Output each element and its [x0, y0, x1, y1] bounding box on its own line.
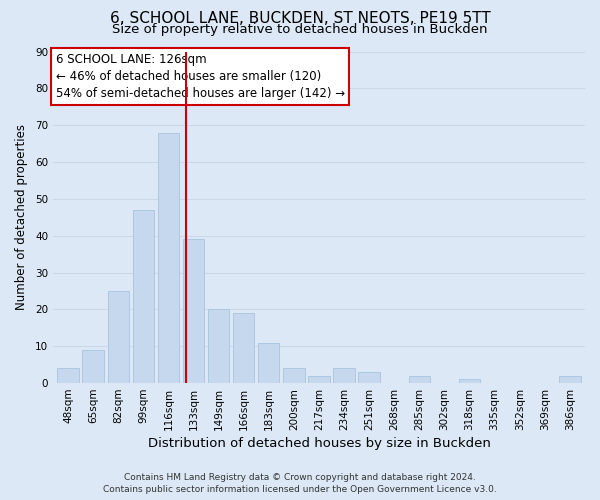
Bar [233, 313, 254, 383]
Text: Contains HM Land Registry data © Crown copyright and database right 2024.
Contai: Contains HM Land Registry data © Crown c… [103, 472, 497, 494]
Bar [107, 291, 129, 383]
Text: 6, SCHOOL LANE, BUCKDEN, ST NEOTS, PE19 5TT: 6, SCHOOL LANE, BUCKDEN, ST NEOTS, PE19 … [110, 11, 490, 26]
Bar [158, 132, 179, 383]
X-axis label: Distribution of detached houses by size in Buckden: Distribution of detached houses by size … [148, 437, 490, 450]
Bar [183, 240, 204, 383]
Bar [208, 310, 229, 383]
Bar [308, 376, 329, 383]
Text: 6 SCHOOL LANE: 126sqm
← 46% of detached houses are smaller (120)
54% of semi-det: 6 SCHOOL LANE: 126sqm ← 46% of detached … [56, 53, 345, 100]
Bar [133, 210, 154, 383]
Bar [409, 376, 430, 383]
Bar [258, 342, 280, 383]
Bar [358, 372, 380, 383]
Bar [82, 350, 104, 383]
Bar [58, 368, 79, 383]
Y-axis label: Number of detached properties: Number of detached properties [15, 124, 28, 310]
Bar [334, 368, 355, 383]
Bar [283, 368, 305, 383]
Bar [459, 380, 480, 383]
Bar [559, 376, 581, 383]
Text: Size of property relative to detached houses in Buckden: Size of property relative to detached ho… [112, 23, 488, 36]
